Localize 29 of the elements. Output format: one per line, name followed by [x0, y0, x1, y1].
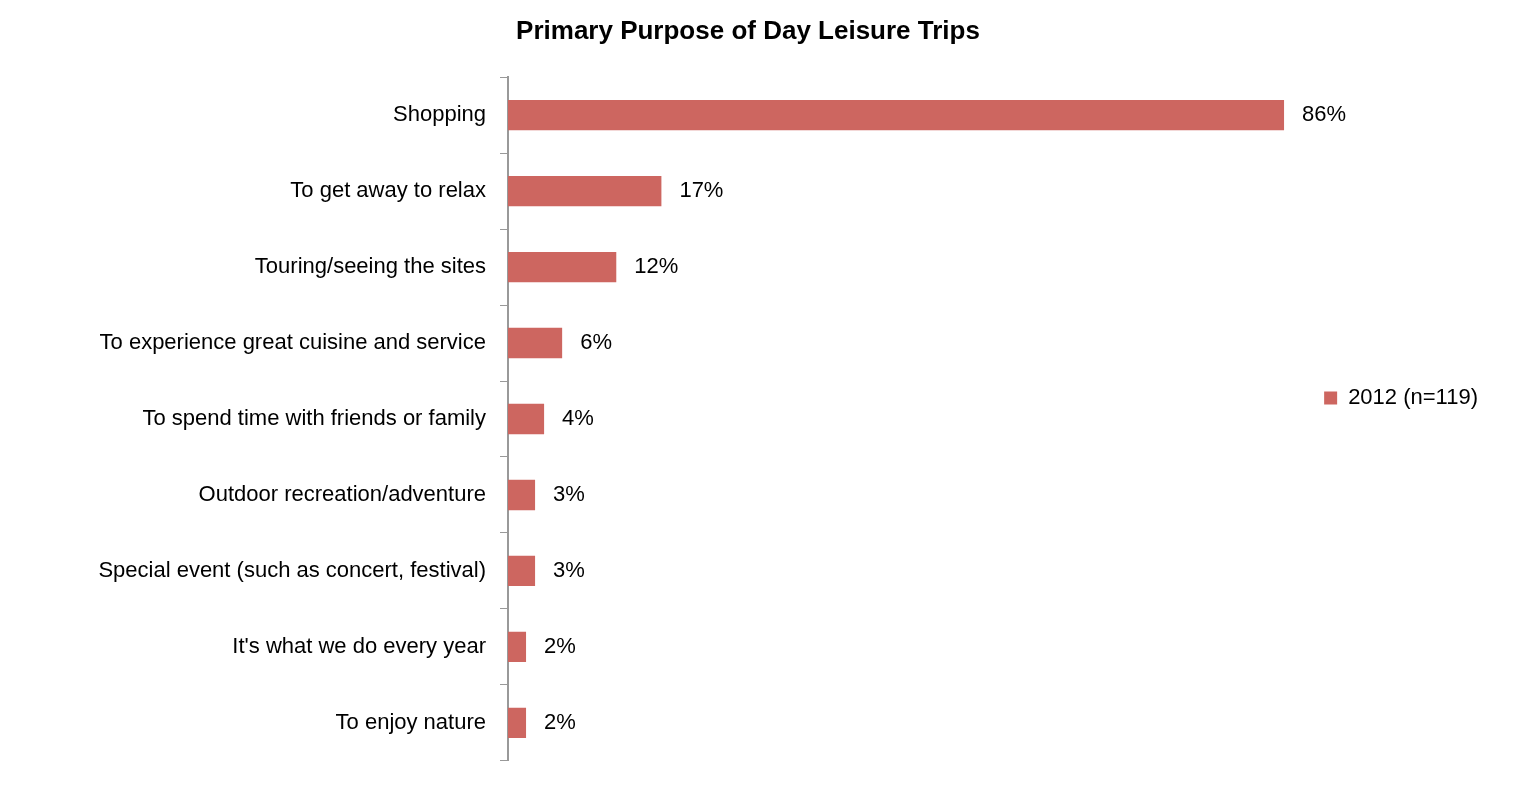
y-tick-label: To experience great cuisine and service — [99, 329, 486, 355]
data-label: 3% — [553, 556, 585, 582]
bar — [508, 175, 662, 207]
bar — [508, 327, 563, 359]
y-tick-label: It's what we do every year — [232, 632, 486, 658]
data-label: 6% — [580, 329, 612, 355]
bar — [508, 555, 536, 587]
y-tick-label: To get away to relax — [290, 177, 486, 203]
y-tick-label: Touring/seeing the sites — [254, 253, 486, 279]
bar — [508, 99, 1285, 131]
y-tick-label: Outdoor recreation/adventure — [198, 481, 486, 507]
bar — [508, 251, 617, 283]
chart-title: Primary Purpose of Day Leisure Trips — [516, 14, 980, 45]
legend-label: 2012 (n=119) — [1348, 384, 1479, 410]
data-label: 4% — [562, 405, 594, 431]
data-label: 3% — [553, 481, 585, 507]
y-tick-label: Special event (such as concert, festival) — [98, 556, 486, 582]
bar — [508, 631, 527, 663]
y-tick-label: Shopping — [393, 101, 486, 127]
bar — [508, 479, 536, 511]
data-label: 86% — [1302, 101, 1347, 127]
data-label: 12% — [634, 253, 679, 279]
bar — [508, 707, 527, 739]
bar — [508, 403, 545, 435]
data-label: 17% — [679, 177, 724, 203]
y-tick-label: To enjoy nature — [335, 708, 486, 734]
y-tick-label: To spend time with friends or family — [142, 405, 486, 431]
data-label: 2% — [544, 708, 576, 734]
data-label: 2% — [544, 632, 576, 658]
